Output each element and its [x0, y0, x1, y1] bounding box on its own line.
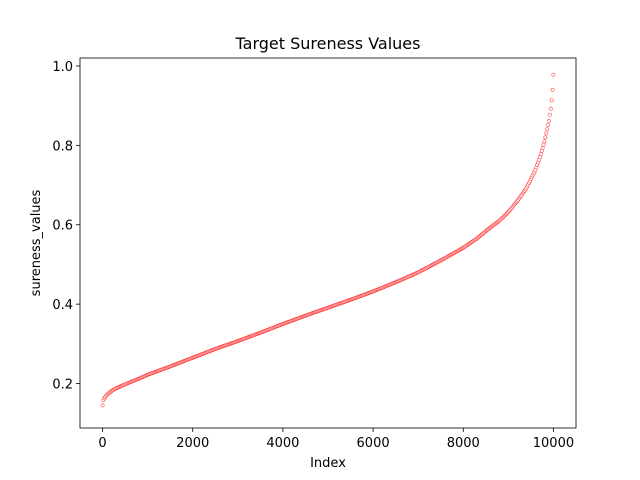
- data-point: [546, 123, 550, 127]
- data-point: [538, 152, 543, 156]
- data-point: [540, 145, 545, 150]
- chart-title: Target Sureness Values: [235, 34, 421, 53]
- data-point: [538, 155, 542, 160]
- x-tick-label: 2000: [176, 436, 209, 451]
- data-point: [541, 142, 546, 147]
- x-tick-label: 10000: [533, 436, 574, 451]
- x-tick-label: 0: [98, 436, 106, 451]
- data-points: [100, 72, 556, 408]
- y-axis-label: sureness_values: [29, 189, 44, 296]
- y-tick-label: 0.8: [52, 139, 73, 154]
- x-tick-label: 6000: [357, 436, 390, 451]
- y-tick-label: 0.4: [52, 298, 73, 313]
- data-point: [551, 72, 556, 77]
- y-tick-label: 0.6: [52, 219, 73, 234]
- x-axis: 0 2000 4000 6000 8000 10000: [98, 428, 574, 451]
- y-axis: 0.2 0.4 0.6 0.8 1.0: [52, 60, 80, 393]
- y-tick-label: 1.0: [52, 60, 73, 75]
- data-point: [100, 403, 105, 408]
- data-point: [545, 127, 550, 132]
- data-point: [543, 135, 548, 140]
- data-point: [547, 112, 552, 117]
- x-axis-label: Index: [310, 456, 346, 471]
- x-tick-label: 4000: [266, 436, 299, 451]
- data-point: [542, 139, 547, 144]
- data-point: [539, 148, 544, 153]
- x-tick-label: 8000: [447, 436, 480, 451]
- data-point: [544, 131, 549, 136]
- plot-frame: [79, 57, 577, 429]
- data-point: [548, 106, 553, 111]
- data-point: [549, 98, 554, 103]
- y-tick-label: 0.2: [52, 378, 73, 393]
- data-point: [547, 118, 551, 123]
- data-point: [550, 87, 555, 92]
